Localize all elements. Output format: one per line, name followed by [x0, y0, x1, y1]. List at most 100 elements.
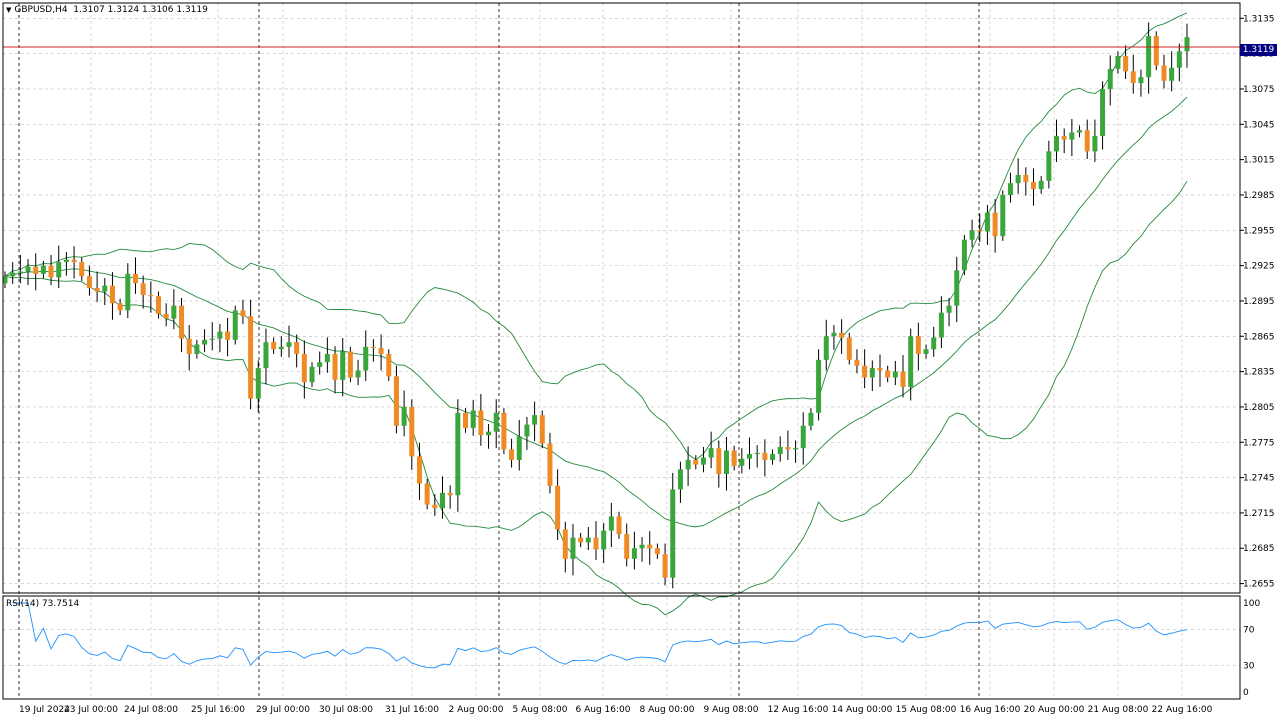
bull-candle[interactable] — [1007, 172, 1013, 203]
bear-candle[interactable] — [294, 334, 300, 368]
bull-candle[interactable] — [1138, 69, 1144, 97]
bull-candle[interactable] — [2, 271, 8, 288]
bull-candle[interactable] — [816, 349, 822, 421]
bull-candle[interactable] — [486, 424, 492, 449]
bull-candle[interactable] — [324, 337, 330, 373]
bull-candle[interactable] — [631, 531, 637, 570]
bull-candle[interactable] — [1184, 23, 1190, 68]
bear-candle[interactable] — [132, 257, 138, 294]
bull-candle[interactable] — [685, 446, 691, 486]
bear-candle[interactable] — [578, 532, 584, 548]
bull-candle[interactable] — [401, 390, 407, 437]
bear-candle[interactable] — [117, 298, 123, 316]
bear-candle[interactable] — [447, 485, 453, 509]
bear-candle[interactable] — [593, 521, 599, 561]
bull-candle[interactable] — [309, 362, 315, 387]
bear-candle[interactable] — [1130, 54, 1136, 94]
bear-candle[interactable] — [386, 349, 392, 382]
bull-candle[interactable] — [601, 522, 607, 563]
bear-candle[interactable] — [301, 340, 307, 399]
bull-candle[interactable] — [17, 255, 23, 284]
bull-candle[interactable] — [455, 399, 461, 512]
bear-candle[interactable] — [463, 408, 469, 433]
bull-candle[interactable] — [700, 446, 706, 473]
bear-candle[interactable] — [1084, 119, 1090, 160]
bear-candle[interactable] — [662, 543, 668, 586]
price-axis[interactable]: 1.31351.31051.30751.30451.30151.29851.29… — [1240, 14, 1275, 590]
bull-candle[interactable] — [439, 476, 445, 519]
bull-candle[interactable] — [1100, 81, 1106, 150]
bull-candle[interactable] — [808, 408, 814, 431]
bull-candle[interactable] — [340, 338, 346, 397]
bull-candle[interactable] — [938, 296, 944, 349]
bull-candle[interactable] — [677, 461, 683, 503]
bull-candle[interactable] — [1092, 119, 1098, 162]
bull-candle[interactable] — [263, 328, 269, 385]
bull-candle[interactable] — [908, 328, 914, 401]
bull-candle[interactable] — [493, 399, 499, 449]
bull-candle[interactable] — [516, 419, 522, 471]
bear-candle[interactable] — [393, 365, 399, 434]
bull-candle[interactable] — [608, 502, 614, 548]
bear-candle[interactable] — [977, 213, 983, 243]
bull-candle[interactable] — [1107, 55, 1113, 106]
bear-candle[interactable] — [992, 199, 998, 253]
bear-candle[interactable] — [163, 303, 169, 327]
bear-candle[interactable] — [409, 399, 415, 470]
bear-candle[interactable] — [900, 355, 906, 398]
bear-candle[interactable] — [140, 275, 146, 309]
bear-candle[interactable] — [186, 325, 192, 371]
bull-candle[interactable] — [524, 416, 530, 450]
bear-candle[interactable] — [248, 299, 254, 410]
bull-candle[interactable] — [25, 259, 31, 286]
bull-candle[interactable] — [1115, 51, 1121, 74]
bull-candle[interactable] — [1046, 140, 1052, 189]
bear-candle[interactable] — [539, 410, 545, 449]
bull-candle[interactable] — [1146, 22, 1152, 94]
bear-candle[interactable] — [1023, 167, 1029, 196]
bear-candle[interactable] — [416, 442, 422, 500]
bear-candle[interactable] — [509, 438, 515, 468]
bear-candle[interactable] — [885, 365, 891, 383]
bull-candle[interactable] — [202, 329, 208, 353]
candles[interactable] — [2, 22, 1190, 589]
bull-candle[interactable] — [102, 277, 108, 306]
bull-candle[interactable] — [255, 360, 261, 413]
bull-candle[interactable] — [232, 305, 238, 345]
bull-candle[interactable] — [754, 445, 760, 468]
bear-candle[interactable] — [1153, 31, 1159, 71]
bear-candle[interactable] — [240, 299, 246, 324]
bear-candle[interactable] — [877, 354, 883, 387]
bull-candle[interactable] — [770, 449, 776, 465]
bear-candle[interactable] — [785, 430, 791, 460]
bull-candle[interactable] — [278, 336, 284, 357]
bear-candle[interactable] — [854, 349, 860, 374]
bull-candle[interactable] — [747, 437, 753, 470]
bull-candle[interactable] — [40, 260, 46, 279]
bear-candle[interactable] — [332, 346, 338, 394]
bull-candle[interactable] — [363, 330, 369, 382]
triangle-down-icon[interactable]: ▼ — [6, 6, 12, 14]
bear-candle[interactable] — [86, 265, 92, 296]
bull-candle[interactable] — [831, 325, 837, 350]
bear-candle[interactable] — [48, 255, 54, 286]
bear-candle[interactable] — [762, 439, 768, 477]
bull-candle[interactable] — [639, 537, 645, 562]
bull-candle[interactable] — [984, 204, 990, 246]
bull-candle[interactable] — [739, 448, 745, 474]
bear-candle[interactable] — [109, 272, 115, 320]
bear-candle[interactable] — [225, 318, 231, 357]
bull-candle[interactable] — [723, 436, 729, 491]
bull-candle[interactable] — [63, 252, 69, 276]
bear-candle[interactable] — [79, 257, 85, 281]
bear-candle[interactable] — [693, 455, 699, 470]
bull-candle[interactable] — [470, 399, 476, 436]
bear-candle[interactable] — [654, 543, 660, 559]
bear-candle[interactable] — [846, 332, 852, 365]
bear-candle[interactable] — [71, 246, 77, 279]
bear-candle[interactable] — [862, 349, 868, 389]
bear-candle[interactable] — [432, 494, 438, 516]
bull-candle[interactable] — [1077, 125, 1083, 138]
bear-candle[interactable] — [616, 511, 622, 539]
